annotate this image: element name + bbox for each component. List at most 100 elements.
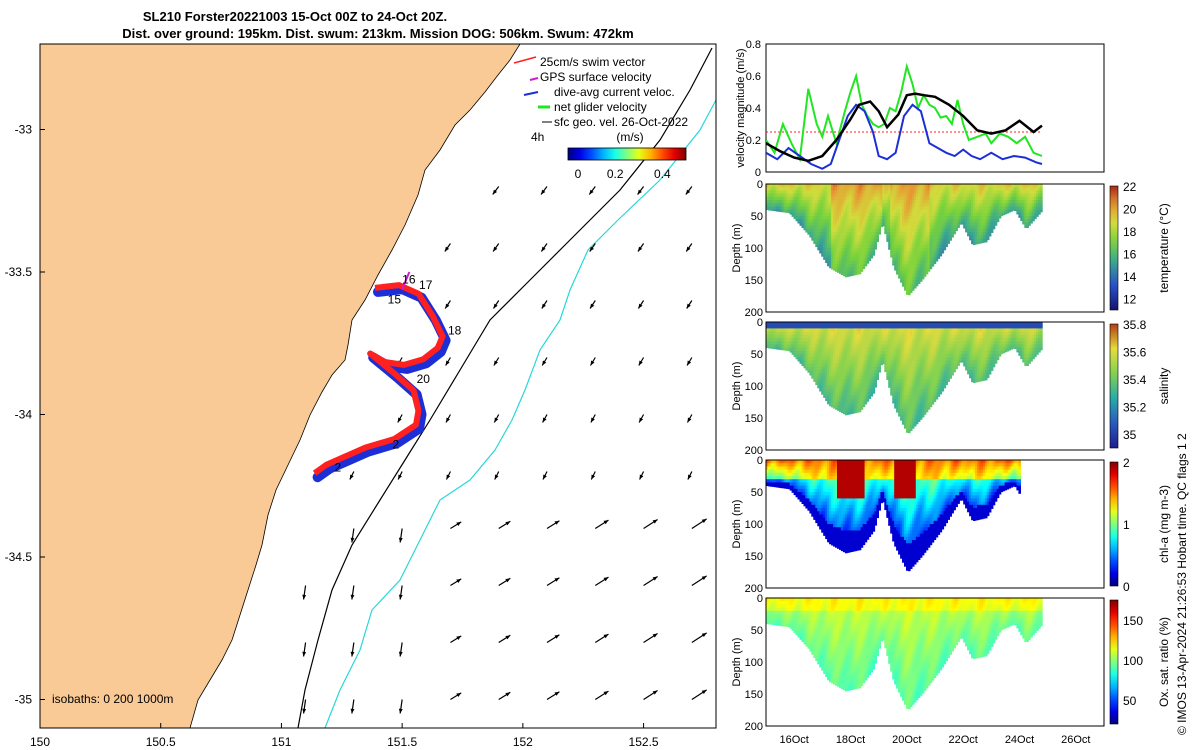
section-cell	[933, 382, 937, 387]
section-cell	[809, 344, 812, 349]
section-cell	[902, 257, 905, 262]
section-cell	[878, 341, 881, 345]
section-cell	[882, 322, 885, 326]
section-cell	[837, 190, 840, 195]
section-cell	[837, 206, 840, 211]
section-cell	[943, 222, 947, 227]
section-cell	[805, 203, 808, 207]
section-cell	[900, 260, 903, 265]
section-cell	[840, 366, 844, 371]
section-cell	[984, 219, 988, 223]
section-cell	[894, 360, 897, 365]
section-cell	[880, 331, 883, 336]
section-cell	[923, 376, 927, 381]
section-cell	[815, 219, 818, 223]
section-cell	[915, 418, 919, 422]
section-cell	[908, 228, 911, 233]
section-cell	[904, 184, 907, 188]
section-cell	[890, 225, 893, 230]
section-cell	[811, 187, 814, 191]
section-cell	[992, 209, 996, 214]
section-cell	[900, 193, 903, 198]
section-cell	[1034, 193, 1037, 198]
section-cell	[862, 357, 866, 361]
section-cell	[868, 248, 872, 252]
section-cell	[868, 203, 872, 207]
section-cell	[797, 322, 801, 326]
section-cell	[884, 200, 887, 204]
section-cell	[789, 322, 793, 326]
section-cell	[852, 395, 856, 400]
section-cell	[842, 389, 846, 393]
section-cell	[842, 363, 846, 368]
section-cell	[846, 354, 850, 358]
section-cell	[937, 203, 941, 207]
section-cell	[982, 238, 986, 243]
section-cell	[933, 222, 937, 227]
section-cell	[906, 322, 909, 326]
section-cell	[856, 325, 860, 329]
section-cell	[848, 254, 852, 259]
section-cell	[919, 212, 923, 217]
section-cell	[909, 350, 913, 355]
section-cell	[931, 357, 935, 361]
section-cell	[986, 184, 990, 188]
section-cell	[915, 408, 919, 413]
section-cell	[1014, 209, 1017, 212]
section-cell	[866, 260, 870, 264]
section-cell	[815, 241, 818, 246]
section-cell	[797, 341, 801, 345]
section-cell	[949, 347, 952, 352]
section-cell	[862, 190, 866, 195]
section-cell	[908, 382, 911, 387]
section-cell	[819, 376, 822, 381]
section-cell	[1010, 206, 1014, 211]
section-cell	[840, 238, 844, 243]
section-cell	[937, 248, 941, 252]
section-cell	[811, 328, 814, 333]
section-cell	[858, 350, 862, 355]
section-cell	[913, 366, 917, 371]
section-cell	[848, 331, 852, 336]
section-cell	[982, 222, 986, 227]
section-cell	[892, 225, 895, 230]
section-cell	[840, 187, 844, 191]
section-cell	[860, 251, 864, 255]
section-cell	[821, 222, 824, 227]
section-cell	[890, 386, 893, 390]
section-cell	[811, 184, 814, 188]
section-cell	[797, 190, 801, 195]
section-cell	[842, 267, 846, 271]
section-cell	[803, 206, 807, 211]
section-cell	[913, 338, 917, 342]
section-cell	[908, 225, 911, 230]
section-cell	[846, 389, 850, 393]
section-cell	[856, 270, 860, 275]
section-cell	[902, 338, 905, 342]
section-cell	[931, 203, 935, 207]
section-cell	[947, 338, 950, 342]
section-cell	[917, 395, 921, 400]
section-cell	[929, 366, 933, 371]
section-cell	[953, 328, 956, 333]
section-cell	[919, 257, 923, 262]
section-cell	[933, 322, 937, 326]
section-cell	[835, 241, 838, 246]
section-cell	[773, 206, 777, 211]
section-cell	[941, 209, 945, 214]
section-cell	[919, 325, 923, 329]
section-cell	[961, 190, 964, 195]
section-cell	[837, 254, 840, 259]
section-cell	[888, 325, 891, 329]
section-cell	[862, 187, 866, 191]
section-cell	[852, 354, 856, 358]
section-cell	[919, 322, 923, 326]
section-cell	[971, 241, 974, 245]
section-cell	[874, 354, 877, 358]
section-cell	[870, 200, 874, 204]
section-cell	[837, 203, 840, 207]
section-cell	[888, 193, 891, 198]
section-cell	[768, 190, 771, 195]
section-cell	[992, 184, 996, 188]
